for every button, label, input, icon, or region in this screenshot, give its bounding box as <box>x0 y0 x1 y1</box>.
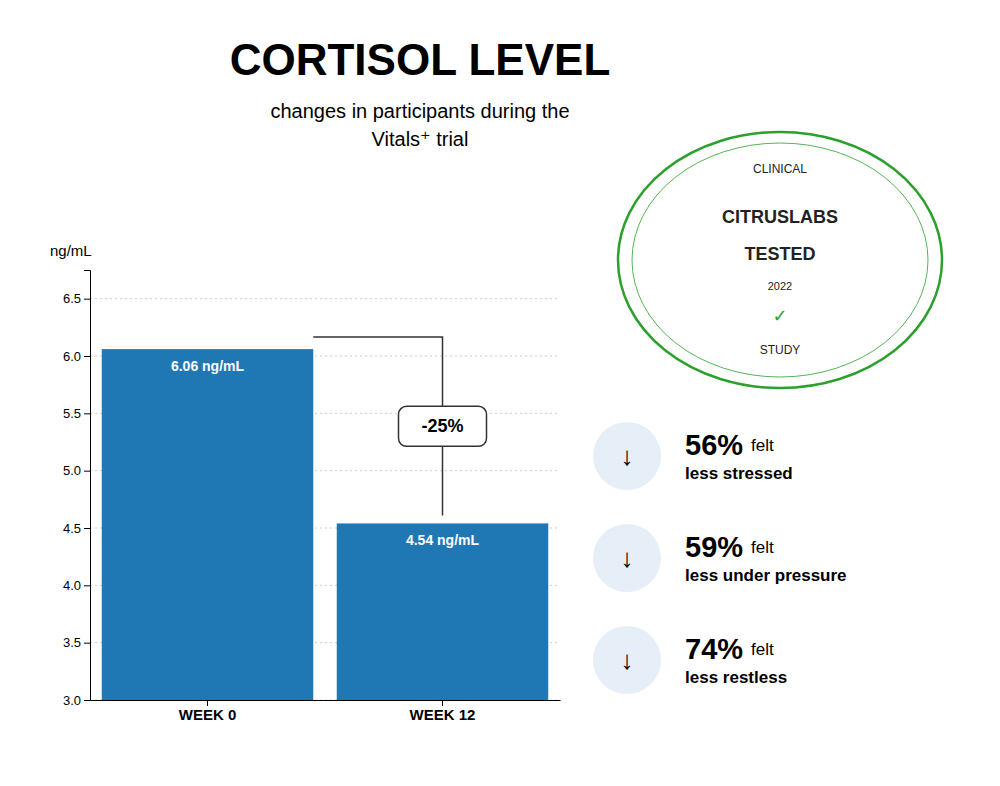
stat-icon-circle <box>593 524 661 592</box>
x-tick-label: WEEK 0 <box>179 706 237 723</box>
y-tick-label: 6.0 <box>63 349 81 364</box>
change-box <box>399 406 487 446</box>
y-axis-line <box>84 271 91 701</box>
stat-felt: felt <box>751 436 774 455</box>
badge-text: STUDY <box>760 343 801 357</box>
stat-pct: 74% <box>685 633 743 665</box>
grid <box>90 299 560 700</box>
y-tick-label: 5.5 <box>63 406 81 421</box>
y-tick-label: 3.0 <box>63 693 81 708</box>
subtitle: changes in participants during the <box>270 100 569 122</box>
stat-felt: felt <box>751 538 774 557</box>
stat-desc: less stressed <box>685 464 793 483</box>
stat-pct: 59% <box>685 531 743 563</box>
x-axis: WEEK 0 WEEK 12 <box>91 700 561 723</box>
y-tick: 6.0 <box>63 349 90 364</box>
y-tick-mark <box>84 700 90 701</box>
y-tick-label: 6.5 <box>63 291 81 306</box>
y-tick-mark <box>84 585 90 586</box>
stat-desc: less under pressure <box>685 566 847 585</box>
badge-text: ✓ <box>772 306 787 326</box>
stat-icon: ↓ <box>621 543 634 573</box>
stat-felt: felt <box>751 640 774 659</box>
change-label: -25% <box>421 416 463 436</box>
stat-icon: ↓ <box>621 441 634 471</box>
y-tick: 4.5 <box>63 521 90 536</box>
y-tick-label: 4.5 <box>63 521 81 536</box>
stat-pct: 56% <box>685 429 743 461</box>
badge-text: TESTED <box>744 244 815 264</box>
grid-line <box>90 298 560 299</box>
badge-text: CLINICAL <box>753 162 807 176</box>
y-tick: 3.0 <box>63 693 90 708</box>
data-label: 6.06 ng/mL <box>171 358 245 374</box>
x-axis-line <box>91 700 561 701</box>
subtitle: Vitals⁺ trial <box>372 128 469 150</box>
y-tick-mark <box>84 299 90 300</box>
bar <box>337 523 549 700</box>
y-tick: 3.5 <box>63 635 90 650</box>
y-tick-mark <box>84 356 90 357</box>
bar <box>102 349 314 700</box>
badge-inner <box>632 143 928 377</box>
y-tick-mark <box>84 528 90 529</box>
chart-svg: CORTISOL LEVEL changes in participants du… <box>0 0 1000 786</box>
y-tick: 5.5 <box>63 406 90 421</box>
x-tick: WEEK 12 <box>410 700 476 723</box>
badge-text: 2022 <box>768 280 792 292</box>
y-axis-label: ng/mL <box>50 242 92 259</box>
data-label: 4.54 ng/mL <box>406 532 480 548</box>
badge-text: CITRUSLABS <box>722 207 838 227</box>
y-tick: 5.0 <box>63 463 90 478</box>
x-tick-label: WEEK 12 <box>410 706 476 723</box>
y-tick-mark <box>84 413 90 414</box>
stat-desc: less restless <box>685 668 787 687</box>
y-tick-label: 3.5 <box>63 635 81 650</box>
title: CORTISOL LEVEL <box>230 35 611 84</box>
y-tick: 6.5 <box>63 291 90 306</box>
y-tick: 4.0 <box>63 578 90 593</box>
y-axis: 3.0 3.5 4.0 4.5 5.0 5.5 6.0 6.5 <box>63 271 91 708</box>
y-tick-mark <box>84 643 90 644</box>
bars <box>102 349 549 700</box>
y-tick-mark <box>84 471 90 472</box>
x-tick: WEEK 0 <box>179 700 237 723</box>
y-tick-label: 4.0 <box>63 578 81 593</box>
stat-icon-circle <box>593 422 661 490</box>
stat-icon: ↓ <box>621 645 634 675</box>
badge-outer <box>618 132 942 388</box>
y-tick-label: 5.0 <box>63 463 81 478</box>
stat-icon-circle <box>593 626 661 694</box>
